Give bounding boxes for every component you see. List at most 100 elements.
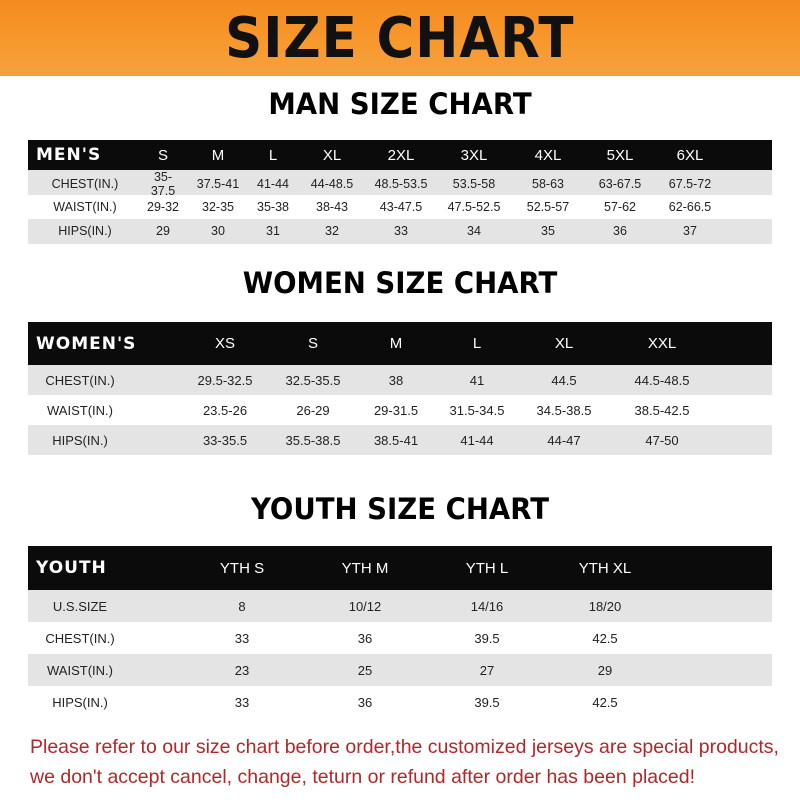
table-cell: 33 bbox=[234, 694, 250, 710]
table-row: U.S.SIZE 8 10/12 14/16 18/20 bbox=[28, 590, 772, 622]
size-column-header: L bbox=[268, 146, 278, 164]
women-section-title: WOMEN SIZE CHART bbox=[242, 266, 558, 300]
table-cell: 29.5-32.5 bbox=[197, 372, 253, 388]
notice-line-2: we don't accept cancel, change, teturn o… bbox=[30, 766, 695, 788]
table-cell: 53.5-58 bbox=[452, 177, 496, 191]
table-cell: 47-50 bbox=[645, 432, 679, 448]
table-cell: 47.5-52.5 bbox=[447, 199, 501, 214]
table-cell: 44-48.5 bbox=[310, 177, 354, 191]
table-header-row: YOUTH YTH S YTH M YTH L YTH XL bbox=[28, 546, 772, 590]
table-cell: 62-66.5 bbox=[668, 199, 712, 214]
table-cell: 58-63 bbox=[532, 177, 564, 191]
table-header-row: MEN'S S M L XL 2XL 3XL 4XL 5XL 6XL bbox=[28, 140, 772, 170]
table-cell: 57-62 bbox=[604, 199, 636, 214]
size-column-header: YTH M bbox=[341, 559, 389, 577]
table-cell: 23.5-26 bbox=[202, 402, 248, 418]
youth-size-table: YOUTH YTH S YTH M YTH L YTH XL U.S.SIZE 8 10/12… bbox=[28, 546, 772, 718]
table-cell: 48.5-53.5 bbox=[374, 177, 428, 191]
table-cell: 44.5 bbox=[551, 372, 577, 388]
row-label: CHEST(IN.) bbox=[45, 630, 115, 646]
table-cell: 44.5-48.5 bbox=[634, 372, 690, 388]
table-cell: 29 bbox=[156, 224, 170, 239]
row-label: CHEST(IN.) bbox=[45, 372, 115, 388]
table-cell: 14/16 bbox=[470, 598, 504, 614]
table-row: WAIST(IN.) 23.5-26 26-29 29-31.5 31.5-34.5 34… bbox=[28, 395, 772, 425]
table-cell: 23 bbox=[234, 662, 250, 678]
table-row: HIPS(IN.) 33-35.5 35.5-38.5 38.5-41 41-44 44-… bbox=[28, 425, 772, 455]
youth-section-title: YOUTH SIZE CHART bbox=[250, 492, 550, 526]
table-cell: 38.5-41 bbox=[373, 432, 419, 448]
table-cell: 18/20 bbox=[588, 598, 622, 614]
table-cell: 29 bbox=[597, 662, 613, 678]
table-cell: 33 bbox=[234, 630, 250, 646]
table-cell: 44-47 bbox=[547, 432, 581, 448]
table-cell: 32 bbox=[325, 224, 339, 239]
table-cell: 29-31.5 bbox=[373, 402, 419, 418]
size-column-header: L bbox=[472, 335, 482, 352]
row-label: WAIST(IN.) bbox=[53, 199, 117, 214]
size-column-header: XL bbox=[554, 335, 574, 352]
table-cell: 32.5-35.5 bbox=[285, 372, 341, 388]
table-cell: 25 bbox=[357, 662, 373, 678]
size-column-header: XL bbox=[322, 146, 342, 164]
row-label: WAIST(IN.) bbox=[47, 662, 113, 678]
table-cell: 38 bbox=[388, 372, 404, 388]
table-cell: 41-44 bbox=[257, 177, 289, 191]
table-header-label: MEN'S bbox=[36, 145, 102, 165]
table-cell: 29-32 bbox=[147, 199, 179, 214]
table-cell: 10/12 bbox=[348, 598, 382, 614]
table-cell: 37 bbox=[683, 224, 697, 239]
size-column-header: YTH L bbox=[465, 559, 509, 577]
table-cell: 63-67.5 bbox=[598, 177, 642, 191]
table-cell: 35 bbox=[541, 224, 555, 239]
table-cell: 35-37.5 bbox=[150, 170, 176, 198]
table-cell: 36 bbox=[613, 224, 627, 239]
table-cell: 52.5-57 bbox=[526, 199, 570, 214]
row-label: CHEST(IN.) bbox=[51, 177, 119, 191]
notice-line-1: Please refer to our size chart before or… bbox=[30, 736, 779, 758]
table-row: HIPS(IN.) 29 30 31 32 33 34 35 36 37 bbox=[28, 219, 772, 244]
table-cell: 41-44 bbox=[460, 432, 494, 448]
row-label: HIPS(IN.) bbox=[52, 694, 108, 710]
table-cell: 34 bbox=[467, 224, 481, 239]
table-cell: 27 bbox=[479, 662, 495, 678]
men-section-title: MAN SIZE CHART bbox=[268, 87, 532, 121]
size-column-header: 2XL bbox=[387, 146, 415, 164]
table-cell: 31.5-34.5 bbox=[449, 402, 505, 418]
size-column-header: 4XL bbox=[534, 146, 562, 164]
table-cell: 38-43 bbox=[316, 199, 348, 214]
row-label: HIPS(IN.) bbox=[52, 432, 108, 448]
size-column-header: YTH S bbox=[219, 559, 265, 577]
table-cell: 67.5-72 bbox=[668, 177, 712, 191]
women-size-table: WOMEN'S XS S M L XL XXL CHEST(IN.) 29.5-32.5 32.5… bbox=[28, 322, 772, 455]
table-row: WAIST(IN.) 23 25 27 29 bbox=[28, 654, 772, 686]
size-column-header: 5XL bbox=[606, 146, 634, 164]
size-column-header: 6XL bbox=[676, 146, 704, 164]
table-cell: 42.5 bbox=[592, 694, 618, 710]
table-row: CHEST(IN.) 33 36 39.5 42.5 bbox=[28, 622, 772, 654]
page-title: SIZE CHART bbox=[225, 5, 575, 71]
table-row: WAIST(IN.) 29-32 32-35 35-38 38-43 43-47.5 47.… bbox=[28, 194, 772, 219]
size-chart-banner: SIZE CHART bbox=[0, 0, 800, 76]
table-cell: 30 bbox=[211, 224, 225, 239]
table-cell: 32-35 bbox=[202, 199, 234, 214]
men-size-table: MEN'S S M L XL 2XL 3XL 4XL 5XL 6XL CHEST(IN.) 35-37… bbox=[28, 140, 772, 244]
size-column-header: M bbox=[211, 146, 225, 164]
size-column-header: S bbox=[307, 335, 318, 352]
table-cell: 37.5-41 bbox=[196, 177, 240, 191]
table-cell: 42.5 bbox=[592, 630, 618, 646]
table-cell: 39.5 bbox=[474, 694, 500, 710]
table-header-row: WOMEN'S XS S M L XL XXL bbox=[28, 322, 772, 365]
size-column-header: YTH XL bbox=[578, 559, 632, 577]
table-cell: 38.5-42.5 bbox=[634, 402, 690, 418]
table-cell: 36 bbox=[357, 630, 373, 646]
table-cell: 36 bbox=[357, 694, 373, 710]
row-label: HIPS(IN.) bbox=[58, 224, 112, 239]
size-column-header: S bbox=[157, 146, 168, 164]
table-row: HIPS(IN.) 33 36 39.5 42.5 bbox=[28, 686, 772, 718]
table-cell: 31 bbox=[266, 224, 280, 239]
size-column-header: XXL bbox=[647, 335, 677, 352]
table-cell: 8 bbox=[238, 598, 246, 614]
row-label: WAIST(IN.) bbox=[47, 402, 113, 418]
size-column-header: 3XL bbox=[460, 146, 488, 164]
